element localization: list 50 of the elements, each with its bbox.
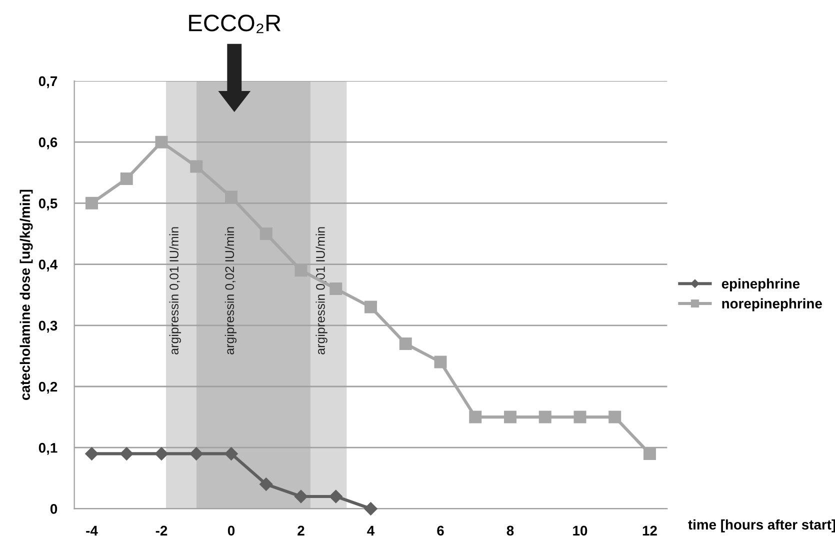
point <box>399 337 412 350</box>
point <box>190 447 203 460</box>
point <box>434 356 447 368</box>
x-tick-label: 2 <box>298 526 304 536</box>
point <box>504 410 516 424</box>
x-tick-label: -4 <box>86 526 98 536</box>
point <box>120 447 134 460</box>
x-tick-label: 4 <box>367 526 375 536</box>
point <box>155 136 168 148</box>
point <box>294 264 308 277</box>
band-label: argipressin 0,01 IU/min <box>169 227 181 354</box>
point <box>364 300 377 314</box>
point <box>224 190 238 204</box>
y-tick-label: 0,5 <box>38 198 58 210</box>
point <box>85 447 98 460</box>
x-axis-title: time [hours after start] <box>688 519 835 532</box>
text: ECCO₂R <box>189 14 281 34</box>
point <box>364 502 378 516</box>
y-tick-label: 0 <box>50 504 58 514</box>
y-tick-label: 0,3 <box>38 320 58 333</box>
point <box>294 490 308 504</box>
x-tick-label: 6 <box>437 526 444 536</box>
point <box>260 227 272 240</box>
point <box>330 282 342 295</box>
y-tick-label: 0,6 <box>38 137 58 150</box>
x-tick-label: -2 <box>156 526 168 536</box>
point <box>538 410 552 424</box>
y-tick-label: 0,2 <box>38 382 58 394</box>
band-label: argipressin 0,02 IU/min <box>224 227 237 354</box>
point <box>190 160 203 173</box>
point <box>154 447 168 460</box>
y-tick-label: 0,1 <box>38 442 58 455</box>
x-tick-label: 8 <box>506 526 514 536</box>
x-tick-label: 10 <box>573 526 588 536</box>
x-tick-label: 0 <box>228 526 235 536</box>
point <box>574 410 586 424</box>
point <box>260 478 273 491</box>
point <box>329 490 342 504</box>
point <box>224 447 238 460</box>
x-tick-label: 12 <box>642 526 657 536</box>
point <box>608 410 622 424</box>
point <box>86 196 98 210</box>
legend-label: norepinephrine <box>722 298 822 312</box>
point <box>120 172 133 185</box>
y-tick-label: 0,4 <box>38 260 58 272</box>
point <box>469 410 482 424</box>
y-tick-label: 0,7 <box>38 76 58 88</box>
y-axis-title: catecholamine dose [ug/kg/min] <box>20 190 33 400</box>
legend-label: epinephrine <box>722 278 800 292</box>
point <box>643 447 656 460</box>
